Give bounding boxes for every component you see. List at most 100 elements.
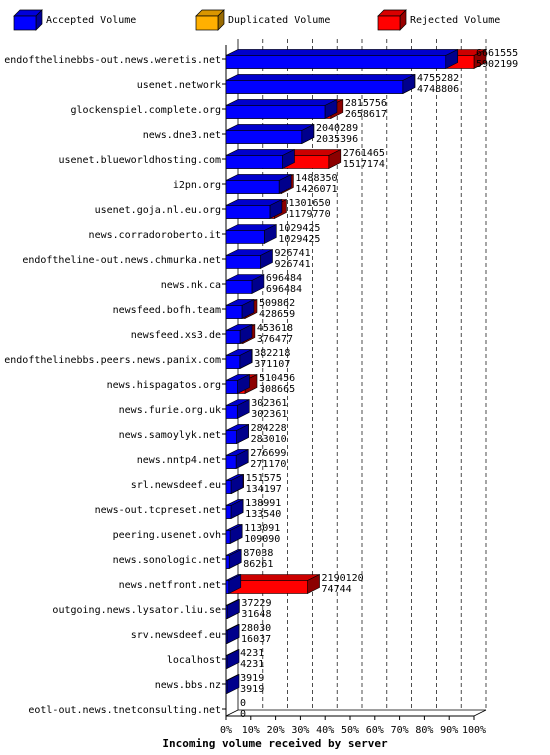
x-tick-label: 50%: [341, 725, 359, 736]
bar-accepted-front: [225, 455, 237, 469]
accepted-value-label: 1179770: [288, 209, 330, 220]
category-label: news.dne3.net: [143, 130, 221, 141]
accepted-value-label: 109090: [244, 534, 280, 545]
accepted-value-label: 302361: [251, 409, 287, 420]
bar-accepted-top: [225, 74, 415, 81]
x-tick-label: 90%: [440, 725, 458, 736]
bar-accepted-top: [225, 49, 458, 56]
category-label: newsfeed.xs3.de: [131, 330, 221, 341]
bar-accepted-front: [225, 430, 237, 444]
legend-item-3: Rejected Volume: [377, 9, 500, 31]
bar-accepted-front: [225, 205, 271, 219]
bar-row: [225, 149, 342, 169]
total-value-label: 302361: [251, 398, 287, 409]
accepted-value-label: 2658617: [345, 109, 387, 120]
total-value-label: 509862: [259, 298, 295, 309]
category-label: news.hispagatos.org: [107, 380, 221, 391]
x-tick-label: 70%: [391, 725, 409, 736]
legend-swatch: [377, 15, 401, 31]
bar-accepted: [225, 124, 315, 144]
legend-item-2: Duplicated Volume: [195, 9, 330, 31]
accepted-value-label: 428659: [259, 309, 295, 320]
bar-accepted-front: [225, 630, 228, 644]
bar-row: [225, 524, 243, 544]
bar-row: [225, 324, 256, 344]
total-value-label: 87038: [243, 548, 273, 559]
legend-swatch: [13, 15, 37, 31]
bar-row: [225, 224, 277, 244]
category-label: news.nntp4.net: [137, 455, 221, 466]
bar-row: [225, 574, 320, 594]
accepted-value-label: 4748806: [417, 84, 459, 95]
accepted-value-label: 271170: [250, 459, 286, 470]
accepted-value-label: 16037: [241, 634, 271, 645]
bar-row: [225, 299, 258, 319]
category-label: news.furie.org.uk: [119, 405, 221, 416]
bar-accepted: [225, 624, 240, 644]
total-value-label: 510456: [259, 373, 295, 384]
accepted-value-label: 2035396: [316, 134, 358, 145]
bar-accepted: [225, 399, 250, 419]
category-label: news.bbs.nz: [155, 680, 221, 691]
bar-row: [225, 99, 344, 119]
accepted-value-label: 0: [240, 709, 246, 720]
bar-row: [225, 649, 240, 669]
bar-row: [225, 374, 258, 394]
category-label: srl.newsdeef.eu: [131, 480, 221, 491]
bar-rejected: [225, 574, 320, 594]
legend-label: Rejected Volume: [410, 15, 500, 26]
category-label: news.corradoroberto.it: [89, 230, 221, 241]
x-tick-label: 30%: [291, 725, 309, 736]
bar-accepted-front: [225, 680, 228, 694]
total-value-label: 696484: [266, 273, 302, 284]
accepted-value-label: 133540: [245, 509, 281, 520]
bar-accepted-front: [225, 555, 230, 569]
category-label: news.samoylyk.net: [119, 430, 221, 441]
category-label: newsfeed.bofh.team: [113, 305, 221, 316]
bar-accepted: [225, 474, 244, 494]
bar-accepted-front: [225, 330, 241, 344]
bar-accepted-front: [225, 305, 243, 319]
bar-accepted: [225, 249, 273, 269]
accepted-value-label: 283010: [251, 434, 287, 445]
legend-label: Duplicated Volume: [228, 15, 330, 26]
category-label: peering.usenet.ovh: [113, 530, 221, 541]
bar-accepted-front: [225, 280, 253, 294]
accepted-value-label: 4231: [240, 659, 264, 670]
bar-accepted: [225, 99, 338, 119]
bar-accepted: [225, 374, 250, 394]
accepted-value-label: 1426071: [295, 184, 337, 195]
category-label: srv.newsdeef.eu: [131, 630, 221, 641]
category-label: news.netfront.net: [119, 580, 221, 591]
bar-accepted-front: [225, 80, 404, 94]
x-tick-label: 80%: [415, 725, 433, 736]
bar-accepted-front: [225, 105, 326, 119]
bar-row: [225, 349, 253, 369]
bar-accepted: [225, 599, 240, 619]
category-label: glockenspiel.complete.org: [70, 105, 221, 116]
x-tick-label: 0%: [220, 725, 232, 736]
category-label: news.nk.ca: [161, 280, 221, 291]
total-value-label: 2761465: [343, 148, 385, 159]
legend-item-1: Accepted Volume: [13, 9, 136, 31]
bar-accepted-front: [225, 230, 265, 244]
total-value-label: 28030: [241, 623, 271, 634]
bar-accepted: [225, 149, 295, 169]
category-label: usenet.network: [137, 80, 221, 91]
bar-accepted-front: [225, 180, 280, 194]
total-value-label: 151575: [246, 473, 282, 484]
total-value-label: 4231: [240, 648, 264, 659]
x-tick-label: 20%: [267, 725, 285, 736]
total-value-label: 382218: [254, 348, 290, 359]
legend-swatch: [195, 15, 219, 31]
x-axis-label: Incoming volume received by server: [162, 737, 388, 750]
accepted-value-label: 376477: [257, 334, 293, 345]
bar-accepted: [225, 674, 240, 694]
bar-accepted-front: [225, 405, 238, 419]
plot-floor-edge-left: [225, 709, 239, 717]
bar-row: [225, 449, 249, 469]
category-label: eotl-out.news.tnetconsulting.net: [28, 705, 221, 716]
accepted-value-label: 134197: [246, 484, 282, 495]
x-tick-label: 60%: [366, 725, 384, 736]
